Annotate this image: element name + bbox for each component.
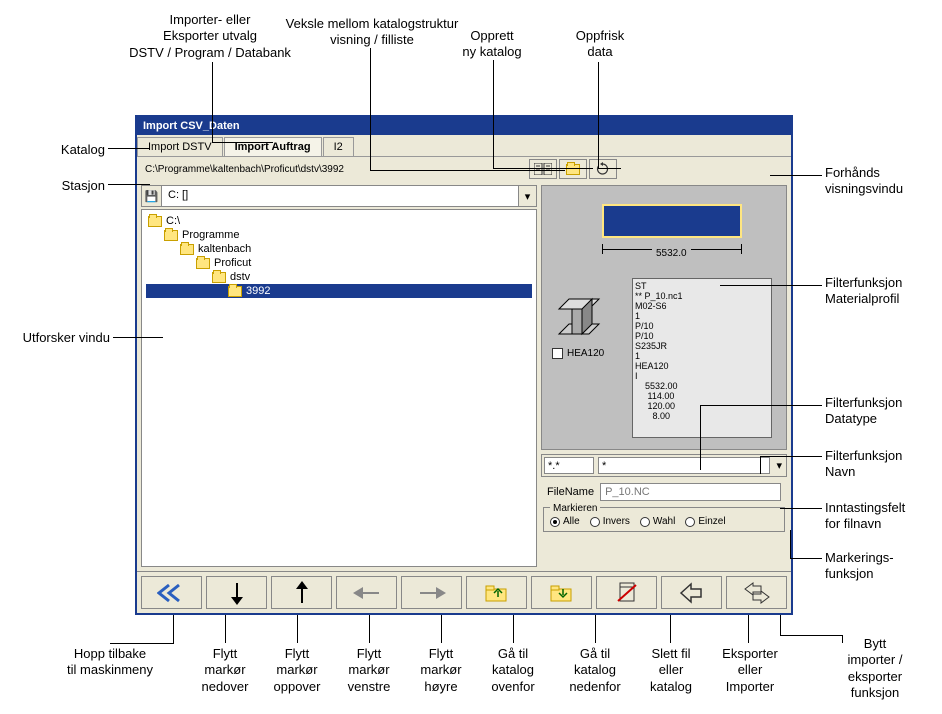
callout-left-utforsker: Utforsker vindu (10, 330, 110, 346)
tree-item[interactable]: Proficut (146, 256, 532, 270)
dropdown-arrow-icon[interactable]: ▾ (518, 186, 536, 206)
mark-radio-invers[interactable]: Invers (590, 516, 630, 527)
folder-tree[interactable]: C:\Programme kaltenbach Proficut dstv 3992 (141, 209, 537, 567)
callout-right-datatype: Filterfunksjon Datatype (825, 395, 935, 428)
callout-right-navn: Filterfunksjon Navn (825, 448, 935, 481)
toggle-view-button[interactable] (529, 159, 557, 179)
callout-bottom-right: Flytt markør høyre (406, 646, 476, 695)
tree-item[interactable]: Programme (146, 228, 532, 242)
folder-down-button[interactable] (531, 576, 592, 609)
folder-icon (228, 286, 242, 297)
tree-item[interactable]: C:\ (146, 214, 532, 228)
filter-name-input[interactable] (598, 457, 770, 474)
callout-right-filename: Inntastingsfelt for filnavn (825, 500, 935, 533)
callout-top-refresh: Oppfrisk data (560, 28, 640, 61)
folder-icon (164, 230, 178, 241)
tree-item-label: Proficut (214, 257, 251, 269)
tab-i2[interactable]: I2 (323, 137, 354, 156)
radio-icon (550, 517, 560, 527)
delete-button[interactable] (596, 576, 657, 609)
tab-bar: Import DSTV Import Auftrag I2 (137, 135, 791, 157)
callout-left-katalog: Katalog (45, 142, 105, 158)
mark-radio-alle[interactable]: Alle (550, 516, 580, 527)
tree-item[interactable]: kaltenbach (146, 242, 532, 256)
radio-icon (685, 517, 695, 527)
callout-bottom-folderup: Gå til katalog ovenfor (478, 646, 548, 695)
tree-item-label: kaltenbach (198, 243, 251, 255)
marking-legend: Markieren (550, 503, 600, 514)
filename-input[interactable] (600, 483, 781, 501)
folder-up-button[interactable] (466, 576, 527, 609)
marking-group: Markieren AlleInversWahlEinzel (543, 507, 785, 532)
drive-select[interactable]: 💾 C: [] ▾ (141, 185, 537, 207)
toggle-import-export-button[interactable] (726, 576, 787, 609)
callout-right-mark: Markerings- funksjon (825, 550, 935, 583)
drive-label: C: [] (162, 186, 518, 206)
folder-icon (180, 244, 194, 255)
dimension-value: 5532.0 (652, 248, 691, 259)
preview-shape (602, 204, 742, 238)
callout-bottom-down: Flytt markør nedover (190, 646, 260, 695)
tab-import-auftrag[interactable]: Import Auftrag (224, 137, 322, 156)
radio-label: Einzel (698, 516, 725, 527)
callout-bottom-toggle: Bytt importer / eksporter funksjon (825, 636, 925, 701)
filename-label: FileName (547, 486, 594, 498)
callout-bottom-back: Hopp tilbake til maskinmeny (55, 646, 165, 679)
profile-checkbox[interactable] (552, 348, 563, 359)
nc-data-box: ST ** P_10.nc1 M02-S6 1 P/10 P/10 S235JR… (632, 278, 772, 438)
radio-icon (640, 517, 650, 527)
callout-bottom-export: Eksporter eller Importer (710, 646, 790, 695)
callout-top-toggleview: Veksle mellom katalogstruktur visning / … (272, 16, 472, 49)
new-folder-button[interactable] (559, 159, 587, 179)
radio-label: Alle (563, 516, 580, 527)
tree-item-label: 3992 (246, 285, 270, 297)
folder-icon (196, 258, 210, 269)
path-row: C:\Programme\kaltenbach\Proficut\dstv\39… (137, 157, 791, 181)
import-window: Import CSV_Daten Import DSTV Import Auft… (135, 115, 793, 615)
current-path: C:\Programme\kaltenbach\Proficut\dstv\39… (141, 162, 421, 177)
mark-radio-einzel[interactable]: Einzel (685, 516, 725, 527)
radio-label: Invers (603, 516, 630, 527)
profile-label-row: HEA120 (552, 348, 604, 359)
refresh-button[interactable] (589, 159, 617, 179)
filter-type-input[interactable] (544, 457, 594, 474)
filter-dropdown-icon[interactable]: ▾ (774, 457, 784, 474)
folder-icon (212, 272, 226, 283)
callout-bottom-folderdown: Gå til katalog nedenfor (560, 646, 630, 695)
folder-icon (566, 164, 580, 175)
tree-item[interactable]: dstv (146, 270, 532, 284)
callout-bottom-delete: Slett fil eller katalog (636, 646, 706, 695)
folder-icon (148, 216, 162, 227)
tab-import-dstv[interactable]: Import DSTV (137, 137, 223, 156)
radio-icon (590, 517, 600, 527)
callout-top-newfolder: Opprett ny katalog (452, 28, 532, 61)
radio-label: Wahl (653, 516, 675, 527)
callout-bottom-left: Flytt markør venstre (334, 646, 404, 695)
callout-left-stasjon: Stasjon (45, 178, 105, 194)
cursor-right-button[interactable] (401, 576, 462, 609)
tree-item-label: Programme (182, 229, 239, 241)
cursor-left-button[interactable] (336, 576, 397, 609)
cursor-down-button[interactable] (206, 576, 267, 609)
profile-3d-icon (554, 294, 604, 344)
cursor-up-button[interactable] (271, 576, 332, 609)
callout-right-material: Filterfunksjon Materialprofil (825, 275, 935, 308)
export-import-button[interactable] (661, 576, 722, 609)
filename-row: FileName (541, 481, 787, 503)
callout-bottom-up: Flytt markør oppover (262, 646, 332, 695)
filter-row: ▾ (541, 454, 787, 477)
preview-panel: 5532.0 HEA120 ST ** P_10.nc1 M02-S6 1 P/… (541, 185, 787, 450)
mark-radio-wahl[interactable]: Wahl (640, 516, 675, 527)
tree-item[interactable]: 3992 (146, 284, 532, 298)
window-titlebar: Import CSV_Daten (137, 117, 791, 135)
profile-name: HEA120 (567, 348, 604, 359)
tree-item-label: dstv (230, 271, 250, 283)
callout-right-preview: Forhånds visningsvindu (825, 165, 935, 198)
back-button[interactable] (141, 576, 202, 609)
window-title: Import CSV_Daten (143, 120, 240, 132)
tree-item-label: C:\ (166, 215, 180, 227)
drive-icon: 💾 (142, 186, 162, 206)
bottom-toolbar (137, 571, 791, 613)
